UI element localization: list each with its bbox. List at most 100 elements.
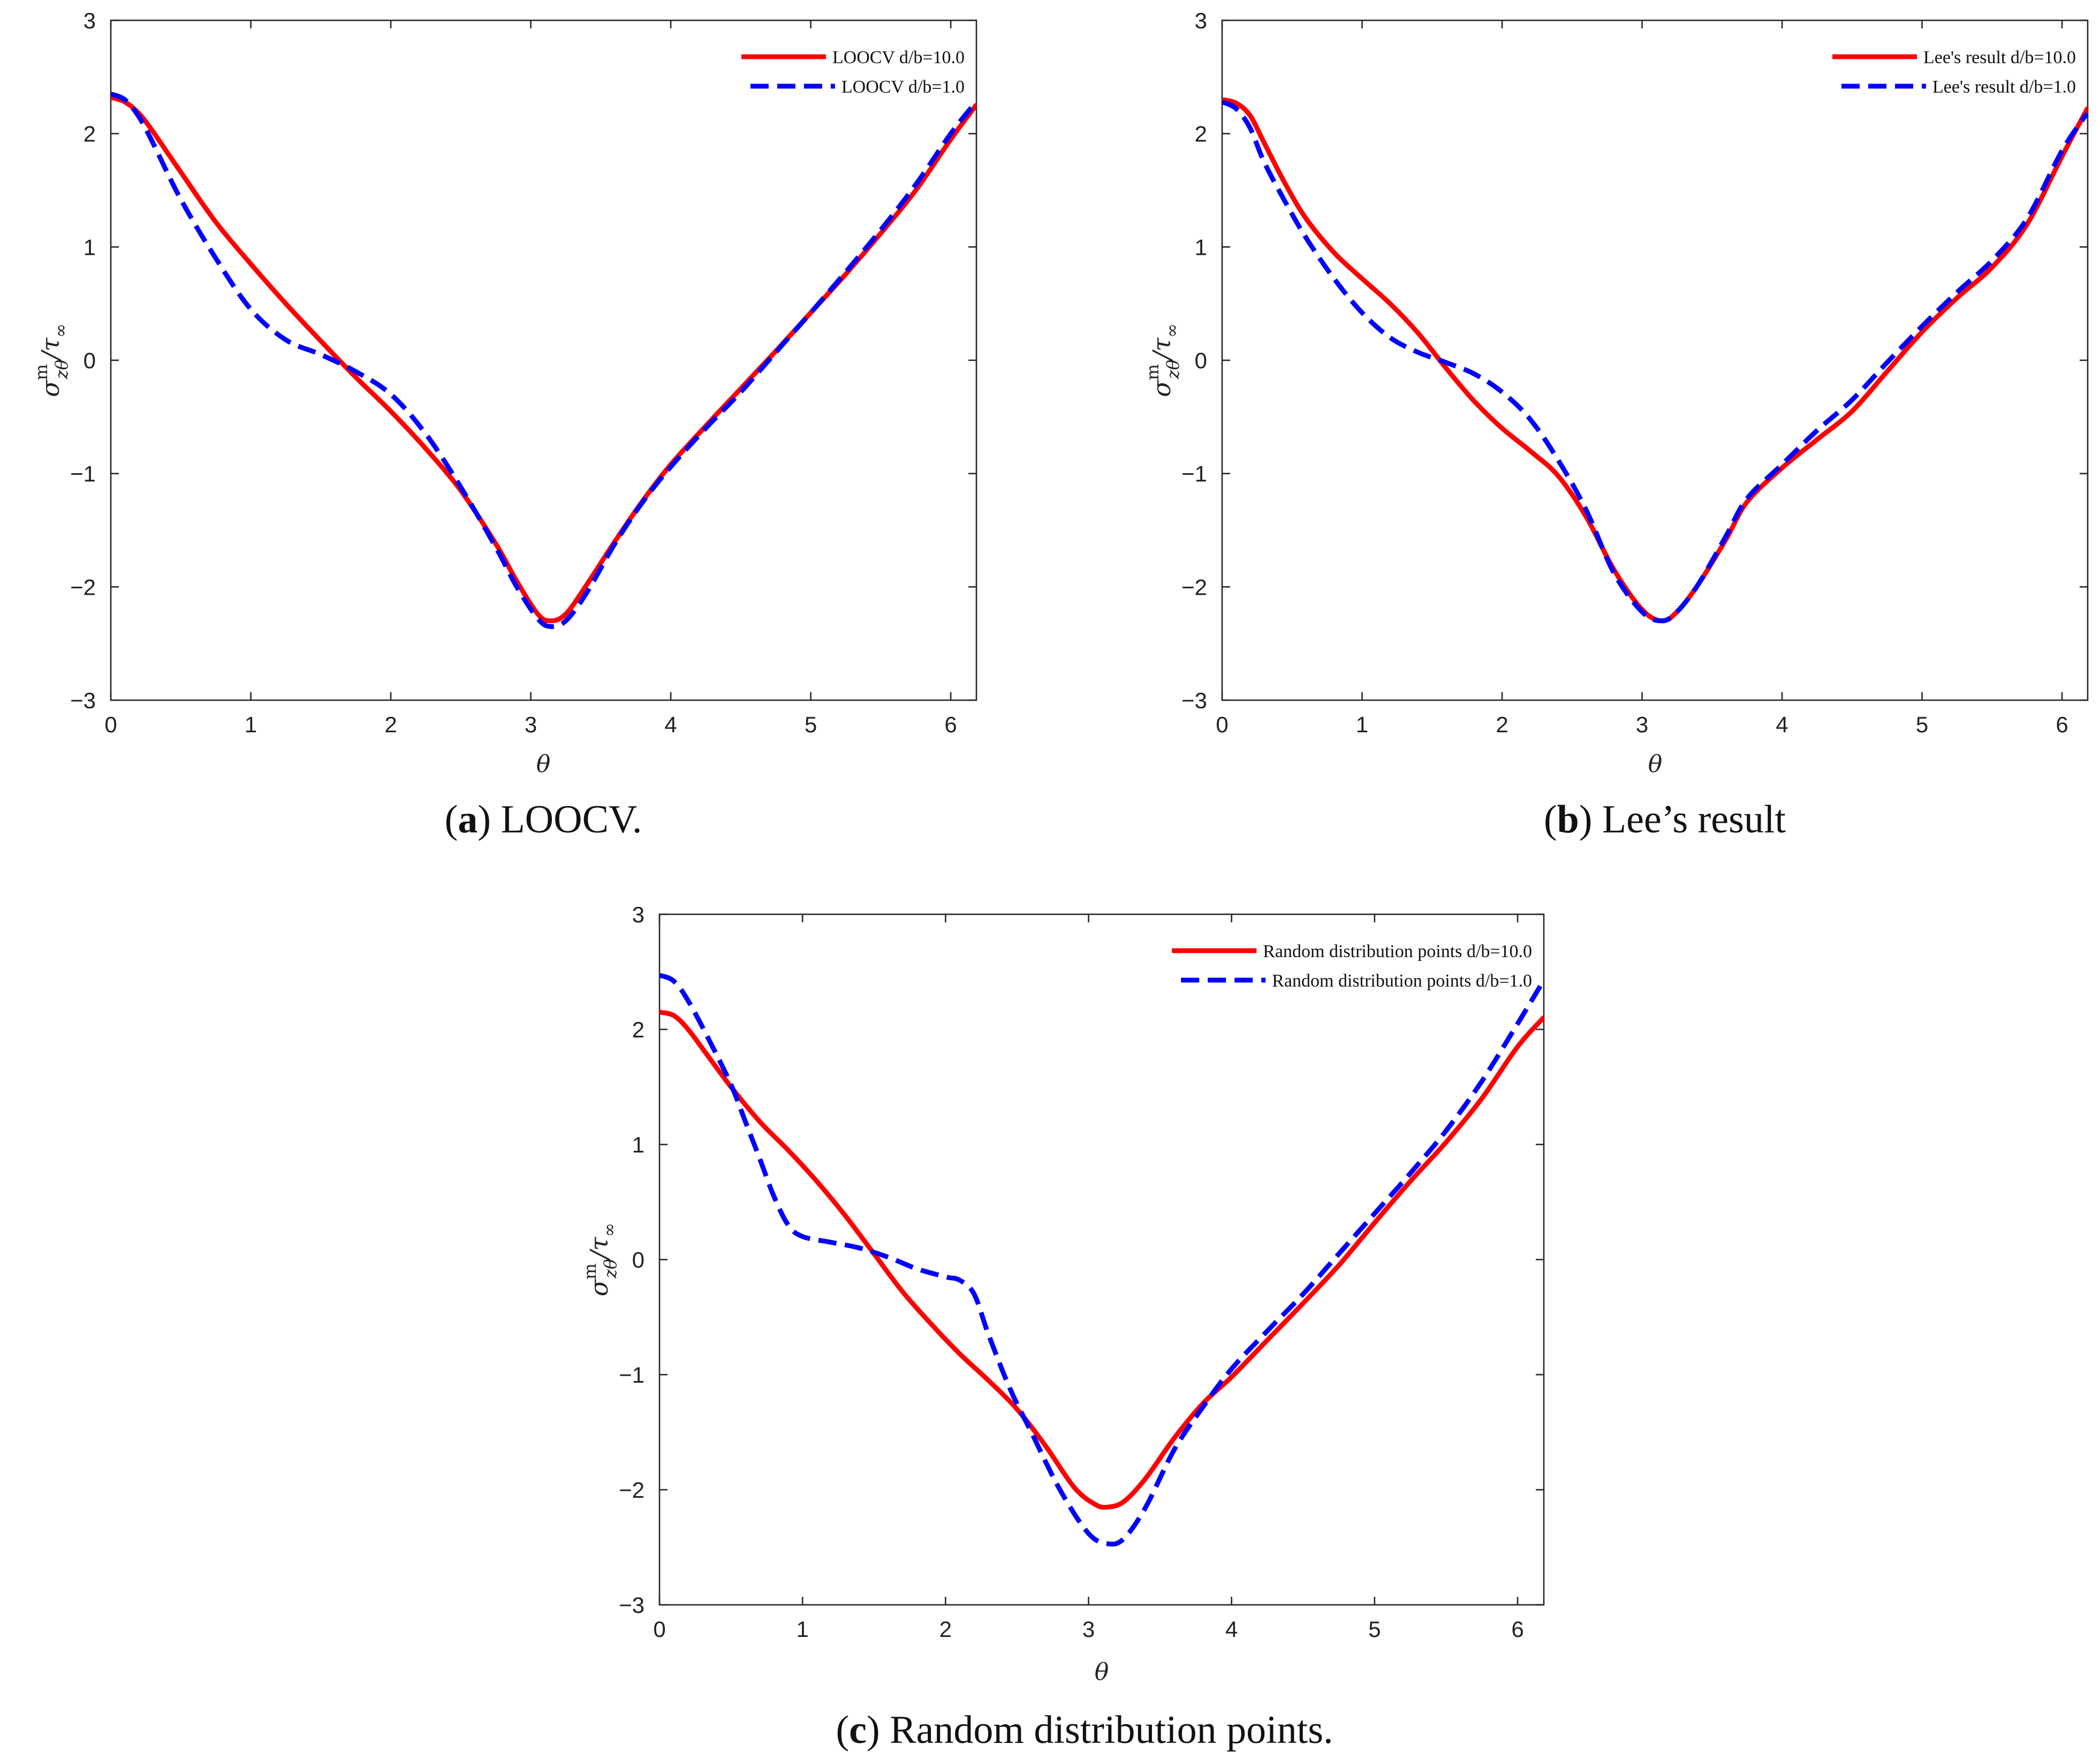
legend: Random distribution points d/b=10.0 Rando…	[1172, 942, 1532, 991]
x-tick-label: 6	[1511, 1617, 1523, 1642]
tick-group: 0 1 2 3 4 5 6 −3 −2 −1 0 1 2 3	[70, 8, 976, 737]
y-tick-label: 0	[84, 348, 96, 373]
y-label-superscript: m	[31, 364, 51, 380]
y-tick-label: −3	[619, 1593, 645, 1618]
svg-text:σmzθ/τ∞: σmzθ/τ∞	[1142, 323, 1183, 397]
caption-text: LOOCV.	[501, 798, 642, 841]
caption-a: (a) LOOCV.	[445, 798, 642, 841]
y-label-tau-sub: ∞	[50, 323, 71, 338]
x-tick-label: 2	[384, 712, 397, 737]
y-tick-label: −2	[70, 574, 96, 600]
y-tick-label: 2	[632, 1017, 645, 1042]
x-tick-label: 4	[1225, 1617, 1238, 1642]
y-label-tau: /τ	[36, 337, 65, 361]
x-tick-label: 4	[1776, 712, 1788, 737]
y-axis-label: σmzθ/τ∞	[31, 323, 72, 397]
plot-frame	[1221, 19, 2089, 701]
x-tick-label: 1	[245, 712, 257, 737]
y-tick-label: −2	[619, 1477, 645, 1503]
y-label-tau: /τ	[585, 1236, 613, 1261]
series-line-1	[659, 1010, 1544, 1510]
legend-label: Lee's result d/b=10.0	[1923, 48, 2076, 67]
y-label-superscript: m	[1142, 364, 1163, 380]
series-group	[659, 973, 1544, 1547]
y-label-sigma: σ	[585, 1279, 613, 1296]
y-tick-label: 1	[1195, 234, 1207, 260]
y-label-sigma: σ	[36, 380, 65, 397]
series-group	[111, 92, 976, 630]
y-tick-label: 2	[84, 122, 96, 147]
caption-text: Lee’s result	[1602, 798, 1786, 841]
caption-c: (c) Random distribution points.	[836, 1708, 1333, 1752]
y-label-subscript: zθ	[51, 360, 72, 380]
y-tick-label: 2	[1195, 122, 1207, 147]
x-tick-label: 2	[1496, 712, 1508, 737]
plot-frame	[658, 913, 1545, 1606]
x-tick-label: 3	[1636, 712, 1648, 737]
caption-letter: a	[458, 798, 477, 841]
x-tick-label: 5	[805, 712, 817, 737]
y-label-tau-sub: ∞	[1162, 323, 1182, 338]
series-group	[1222, 97, 2088, 624]
tick-group: 0 1 2 3 4 5 6 −3 −2 −1 0 1 2 3	[619, 902, 1544, 1642]
y-tick-label: −3	[1181, 688, 1207, 713]
x-tick-label: 5	[1916, 712, 1928, 737]
x-tick-label: 3	[1082, 1617, 1095, 1642]
y-tick-label: −2	[1181, 574, 1207, 600]
y-tick-label: −1	[619, 1362, 645, 1388]
series-line-2	[1222, 100, 2088, 624]
y-axis-label: σmzθ/τ∞	[1142, 323, 1183, 397]
y-tick-label: 3	[84, 8, 96, 33]
svg-text:σmzθ/τ∞: σmzθ/τ∞	[580, 1223, 620, 1296]
x-axis-label: θ	[1648, 750, 1663, 778]
y-tick-label: 3	[1195, 8, 1207, 33]
y-label-tau: /τ	[1147, 337, 1176, 361]
legend-label: LOOCV d/b=1.0	[841, 77, 965, 97]
legend-label: Random distribution points d/b=1.0	[1272, 971, 1532, 991]
tick-group: 0 1 2 3 4 5 6 −3 −2 −1 0 1 2 3	[1181, 8, 2088, 737]
x-tick-label: 1	[1356, 712, 1368, 737]
x-tick-label: 0	[104, 712, 117, 737]
y-label-subscript: zθ	[1163, 360, 1183, 380]
y-tick-label: 1	[632, 1132, 645, 1157]
y-axis-label: σmzθ/τ∞	[580, 1223, 620, 1296]
legend-label: Lee's result d/b=1.0	[1932, 77, 2076, 97]
x-tick-label: 6	[944, 712, 957, 737]
y-tick-label: −3	[70, 688, 96, 713]
y-label-subscript: zθ	[600, 1259, 620, 1279]
legend-label: Random distribution points d/b=10.0	[1263, 942, 1532, 961]
x-tick-label: 6	[2056, 712, 2068, 737]
x-axis-label: θ	[1095, 1658, 1109, 1686]
series-line-2	[659, 973, 1544, 1547]
y-label-sigma: σ	[1147, 380, 1176, 397]
y-tick-label: 3	[632, 902, 645, 927]
x-tick-label: 5	[1368, 1617, 1381, 1642]
legend-label: LOOCV d/b=10.0	[832, 48, 965, 67]
y-tick-label: −1	[1181, 461, 1207, 487]
x-tick-label: 1	[796, 1617, 808, 1642]
series-line-1	[111, 95, 976, 624]
svg-text:σmzθ/τ∞: σmzθ/τ∞	[31, 323, 72, 397]
y-label-tau-sub: ∞	[599, 1223, 619, 1237]
series-line-1	[1222, 97, 2088, 624]
chart-panel-c: 0 1 2 3 4 5 6 −3 −2 −1 0 1 2 3 Random distribution po…	[580, 902, 1545, 1752]
x-tick-label: 0	[653, 1617, 665, 1642]
caption-letter: b	[1557, 798, 1579, 841]
x-axis-label: θ	[536, 750, 551, 778]
legend: LOOCV d/b=10.0 LOOCV d/b=1.0	[741, 48, 965, 97]
plot-frame	[110, 19, 977, 701]
caption-letter: c	[849, 1708, 867, 1752]
series-line-2	[111, 92, 976, 630]
y-tick-label: 0	[632, 1247, 645, 1272]
x-tick-label: 0	[1216, 712, 1228, 737]
legend: Lee's result d/b=10.0 Lee's result d/b=1.…	[1832, 48, 2076, 97]
y-tick-label: 0	[1195, 348, 1207, 373]
y-label-superscript: m	[580, 1263, 600, 1279]
x-tick-label: 2	[939, 1617, 952, 1642]
x-tick-label: 3	[525, 712, 537, 737]
caption-b: (b) Lee’s result	[1544, 798, 1786, 841]
x-tick-label: 4	[664, 712, 677, 737]
